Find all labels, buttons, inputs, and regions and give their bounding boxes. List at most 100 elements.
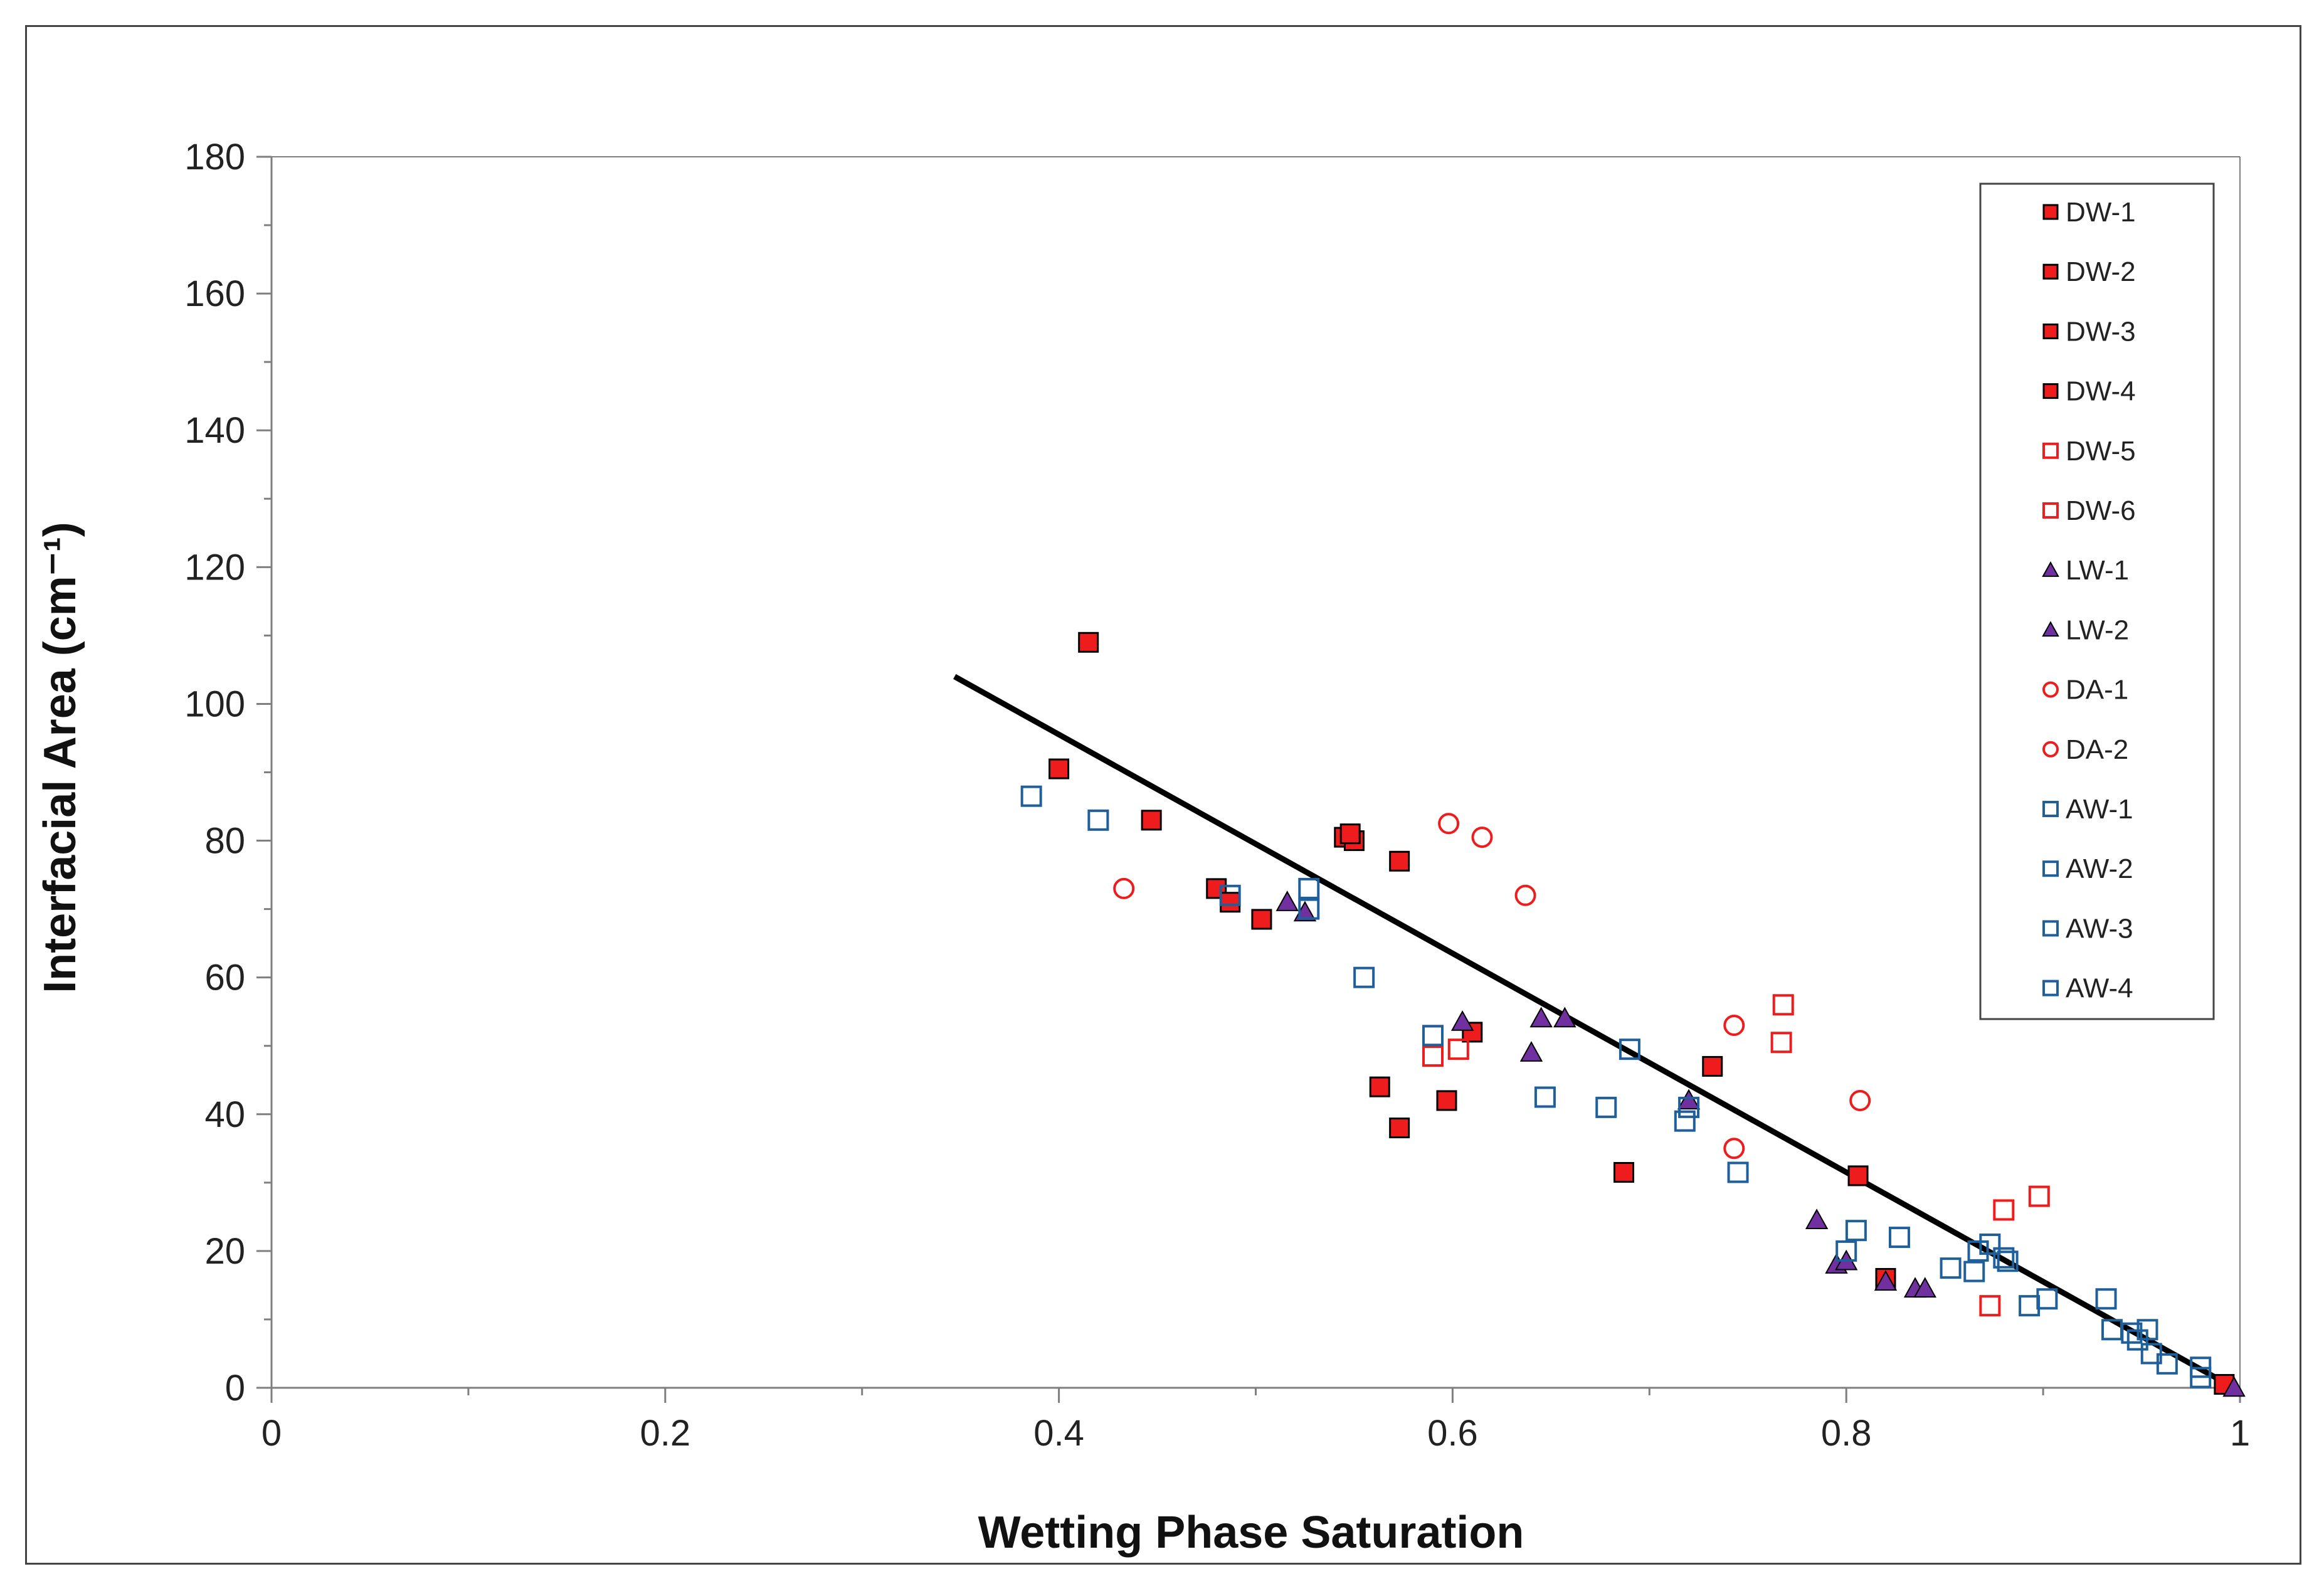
data-point (2121, 1322, 2143, 1344)
legend-marker (2042, 860, 2059, 877)
data-point (1913, 1277, 1936, 1298)
series-da-2 (1723, 1015, 1871, 1160)
data-point (1702, 1055, 1723, 1077)
legend-marker (2042, 920, 2059, 937)
data-point (1298, 877, 1320, 899)
data-point (1471, 827, 1493, 848)
data-point (1020, 785, 1042, 807)
x-tick-label: 0 (261, 1413, 282, 1454)
data-point (1514, 884, 1536, 906)
data-point (1805, 1208, 1829, 1230)
y-tick-label: 80 (204, 821, 245, 862)
data-point (1369, 1076, 1390, 1097)
legend-marker (2042, 621, 2059, 637)
data-point (1723, 1138, 1745, 1160)
data-point (1389, 1118, 1410, 1139)
data-point (1438, 813, 1460, 835)
legend-label: LW-1 (2066, 555, 2129, 586)
data-point (1447, 1038, 1469, 1060)
data-point (1353, 966, 1375, 988)
data-point (1849, 1089, 1871, 1111)
legend-label: DW-4 (2066, 376, 2136, 407)
series-aw-1 (1020, 785, 1320, 920)
axes: 0 20 40 60 80 100 120 140 160 180 0 0.2 0.4 0.6 0.8 1 (184, 137, 2250, 1454)
legend-marker (2042, 561, 2059, 577)
data-point (1450, 1010, 1474, 1031)
legend: DW-1 DW-2 DW-3 DW-4 DW-5 DW-6 LW-1 LW-2 DA-1 DA-2… (1979, 182, 2215, 1020)
legend-label: AW-4 (2066, 973, 2133, 1004)
x-tick-label: 1 (2230, 1413, 2250, 1454)
y-tick-label: 100 (184, 684, 245, 724)
data-points-layer (1020, 632, 2246, 1397)
series-dw-4 (1613, 1055, 2235, 1395)
x-tick-label: 0.8 (1821, 1413, 1872, 1454)
data-point (1048, 758, 1070, 780)
y-tick-label: 140 (184, 410, 245, 451)
y-tick-label: 60 (204, 958, 245, 998)
legend-label: DA-2 (2066, 734, 2128, 765)
data-point (1770, 1032, 1792, 1054)
legend-box (1979, 182, 2215, 1020)
legend-label: AW-3 (2066, 913, 2133, 944)
data-point (1389, 850, 1410, 872)
data-point (2036, 1288, 2058, 1310)
data-point (1967, 1240, 1989, 1262)
y-tick-label: 180 (184, 137, 245, 177)
y-tick-label: 120 (184, 547, 245, 588)
data-point (1251, 909, 1272, 930)
data-point (1940, 1257, 1962, 1279)
data-point (1219, 884, 1241, 906)
data-point (1847, 1165, 1869, 1186)
data-point (1422, 1025, 1444, 1047)
legend-label: DA-1 (2066, 675, 2128, 706)
data-point (1276, 890, 1299, 911)
data-point (1113, 877, 1135, 899)
legend-label: DW-2 (2066, 256, 2136, 287)
data-point (1963, 1260, 1985, 1282)
trendline (953, 674, 2236, 1390)
data-point (2019, 1295, 2041, 1317)
legend-marker (2042, 741, 2059, 758)
data-point (1087, 809, 1109, 831)
y-tick-label: 20 (204, 1231, 245, 1272)
series-lw-2 (1677, 1089, 2246, 1397)
data-point (1436, 1090, 1457, 1111)
legend-label: DW-1 (2066, 197, 2136, 228)
x-tick-label: 0.2 (640, 1413, 690, 1454)
legend-label: DW-6 (2066, 495, 2136, 526)
series-dw-3 (1369, 850, 1483, 1139)
legend-label: AW-2 (2066, 853, 2133, 884)
legend-label: DW-3 (2066, 316, 2136, 347)
data-point (1993, 1247, 2015, 1269)
series-dw-1 (1048, 632, 1365, 852)
data-point (1619, 1038, 1640, 1060)
trendline-layer (953, 674, 2236, 1390)
data-point (1979, 1295, 2001, 1317)
series-dw-2 (1206, 823, 1361, 930)
legend-marker (2042, 502, 2059, 519)
legend-label: DW-5 (2066, 436, 2136, 467)
data-point (1674, 1110, 1696, 1132)
data-point (1220, 892, 1241, 913)
legend-marker (2042, 681, 2059, 698)
data-point (2028, 1185, 2050, 1207)
data-point (1727, 1161, 1749, 1183)
legend-marker (2042, 801, 2059, 817)
legend-marker (2042, 442, 2059, 459)
x-tick-label: 0.4 (1033, 1413, 1084, 1454)
data-point (1677, 1089, 1701, 1110)
data-point (1298, 898, 1320, 920)
data-point (1835, 1240, 1857, 1262)
data-point (2222, 1376, 2246, 1397)
y-tick-label: 0 (225, 1368, 245, 1408)
data-point (1422, 1025, 1444, 1047)
data-point (1595, 1096, 1617, 1118)
data-point (1339, 823, 1361, 845)
data-point (1141, 810, 1162, 831)
legend-marker (2042, 204, 2059, 220)
data-point (1678, 1096, 1700, 1118)
data-point (1888, 1227, 1910, 1249)
series-dw-6 (1979, 1185, 2050, 1317)
y-tick-label: 160 (184, 273, 245, 314)
